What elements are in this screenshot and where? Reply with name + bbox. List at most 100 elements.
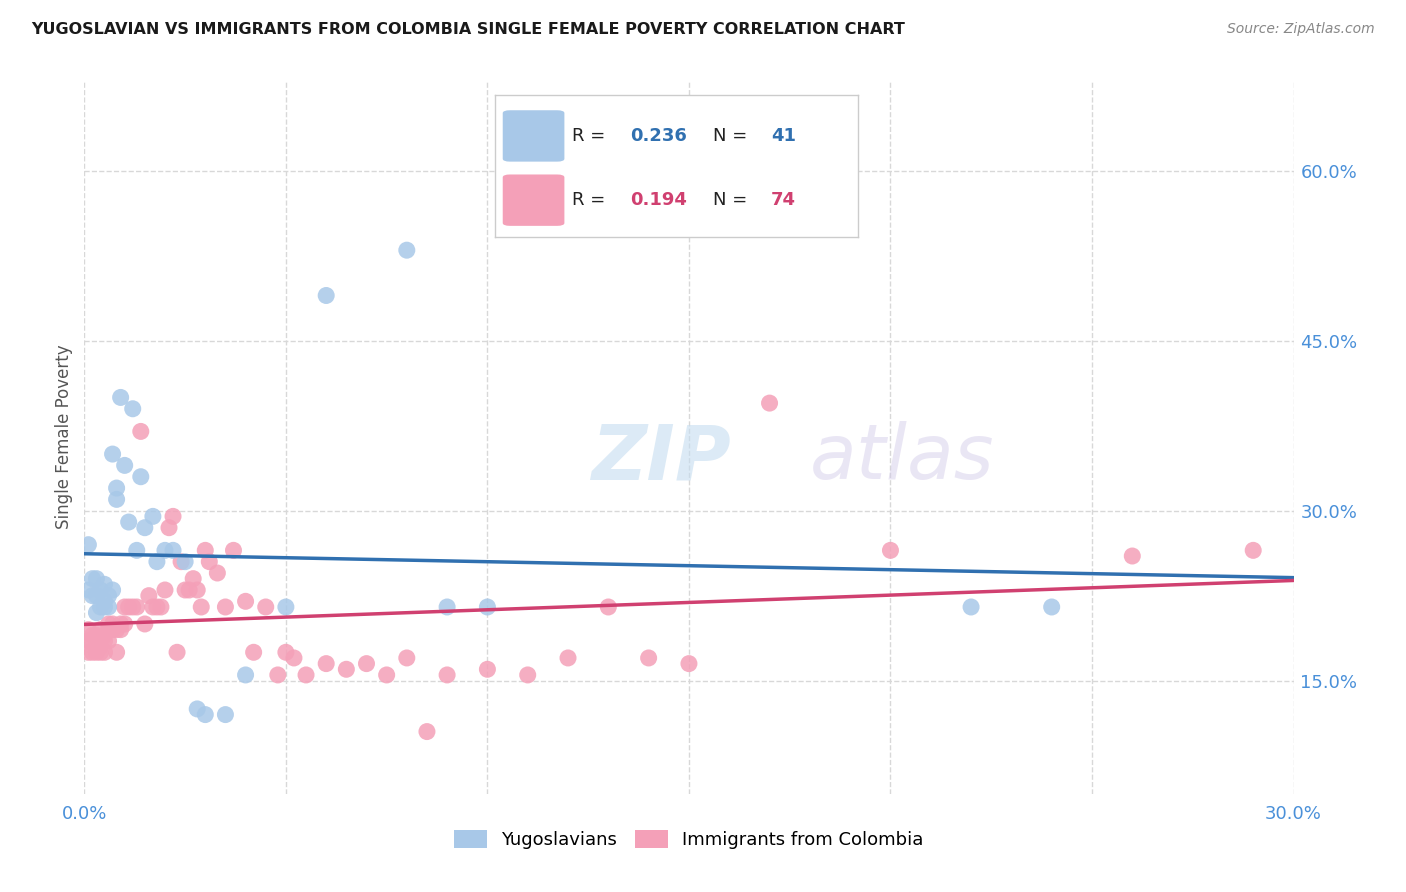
Point bbox=[146, 555, 169, 569]
Point bbox=[315, 657, 337, 671]
Point bbox=[186, 702, 208, 716]
Point bbox=[416, 724, 439, 739]
Point bbox=[114, 458, 136, 473]
Point bbox=[879, 543, 901, 558]
Point bbox=[77, 538, 100, 552]
Point bbox=[436, 668, 458, 682]
Point bbox=[93, 634, 115, 648]
Y-axis label: Single Female Poverty: Single Female Poverty bbox=[55, 345, 73, 529]
Point bbox=[207, 566, 229, 580]
Point bbox=[89, 582, 111, 597]
Point bbox=[97, 617, 120, 632]
Point bbox=[214, 599, 236, 614]
Point bbox=[114, 617, 136, 632]
Point bbox=[82, 645, 104, 659]
Point bbox=[179, 582, 201, 597]
Point bbox=[101, 582, 124, 597]
Point bbox=[77, 645, 100, 659]
Point bbox=[335, 662, 357, 676]
Point bbox=[267, 668, 290, 682]
Text: atlas: atlas bbox=[810, 422, 994, 495]
Point bbox=[174, 555, 197, 569]
Point bbox=[477, 662, 499, 676]
Point bbox=[436, 599, 458, 614]
Point bbox=[101, 447, 124, 461]
Point bbox=[637, 651, 659, 665]
Point bbox=[101, 623, 124, 637]
Point bbox=[157, 521, 180, 535]
Point bbox=[82, 634, 104, 648]
Legend: Yugoslavians, Immigrants from Colombia: Yugoslavians, Immigrants from Colombia bbox=[447, 822, 931, 856]
Point bbox=[105, 623, 128, 637]
Point bbox=[1241, 543, 1264, 558]
Point bbox=[105, 645, 128, 659]
Point bbox=[1121, 549, 1143, 563]
Point bbox=[97, 634, 120, 648]
Point bbox=[93, 594, 115, 608]
Text: Source: ZipAtlas.com: Source: ZipAtlas.com bbox=[1227, 22, 1375, 37]
Point bbox=[110, 617, 132, 632]
Point bbox=[105, 481, 128, 495]
Point bbox=[235, 594, 257, 608]
Point bbox=[77, 634, 100, 648]
Point bbox=[153, 543, 176, 558]
Point bbox=[121, 599, 143, 614]
Point bbox=[121, 401, 143, 416]
Point bbox=[295, 668, 318, 682]
Point bbox=[214, 707, 236, 722]
Point bbox=[97, 589, 120, 603]
Point bbox=[758, 396, 780, 410]
Point bbox=[254, 599, 277, 614]
Point bbox=[477, 599, 499, 614]
Point bbox=[315, 288, 337, 302]
Point bbox=[86, 606, 108, 620]
Point bbox=[283, 651, 305, 665]
Point bbox=[86, 645, 108, 659]
Point bbox=[960, 599, 983, 614]
Point bbox=[153, 582, 176, 597]
Point bbox=[678, 657, 700, 671]
Point bbox=[129, 469, 152, 483]
Point bbox=[194, 707, 217, 722]
Point bbox=[356, 657, 378, 671]
Point bbox=[114, 599, 136, 614]
Point bbox=[222, 543, 245, 558]
Point bbox=[138, 589, 160, 603]
Point bbox=[89, 640, 111, 654]
Point bbox=[162, 509, 184, 524]
Point bbox=[142, 599, 165, 614]
Point bbox=[93, 599, 115, 614]
Point bbox=[190, 599, 212, 614]
Point bbox=[118, 515, 141, 529]
Point bbox=[93, 628, 115, 642]
Point bbox=[118, 599, 141, 614]
Point bbox=[598, 599, 620, 614]
Text: ZIP: ZIP bbox=[592, 422, 733, 495]
Point bbox=[170, 555, 193, 569]
Text: YUGOSLAVIAN VS IMMIGRANTS FROM COLOMBIA SINGLE FEMALE POVERTY CORRELATION CHART: YUGOSLAVIAN VS IMMIGRANTS FROM COLOMBIA … bbox=[31, 22, 905, 37]
Point bbox=[105, 492, 128, 507]
Point bbox=[1040, 599, 1063, 614]
Point bbox=[86, 628, 108, 642]
Point bbox=[89, 599, 111, 614]
Point bbox=[77, 623, 100, 637]
Point bbox=[166, 645, 188, 659]
Point bbox=[134, 521, 156, 535]
Point bbox=[125, 543, 148, 558]
Point bbox=[86, 589, 108, 603]
Point bbox=[194, 543, 217, 558]
Point bbox=[86, 572, 108, 586]
Point bbox=[146, 599, 169, 614]
Point bbox=[89, 623, 111, 637]
Point bbox=[110, 623, 132, 637]
Point bbox=[274, 645, 297, 659]
Point bbox=[395, 651, 418, 665]
Point bbox=[93, 645, 115, 659]
Point bbox=[198, 555, 221, 569]
Point bbox=[97, 599, 120, 614]
Point bbox=[82, 589, 104, 603]
Point bbox=[142, 509, 165, 524]
Point bbox=[162, 543, 184, 558]
Point bbox=[395, 243, 418, 257]
Point bbox=[375, 668, 398, 682]
